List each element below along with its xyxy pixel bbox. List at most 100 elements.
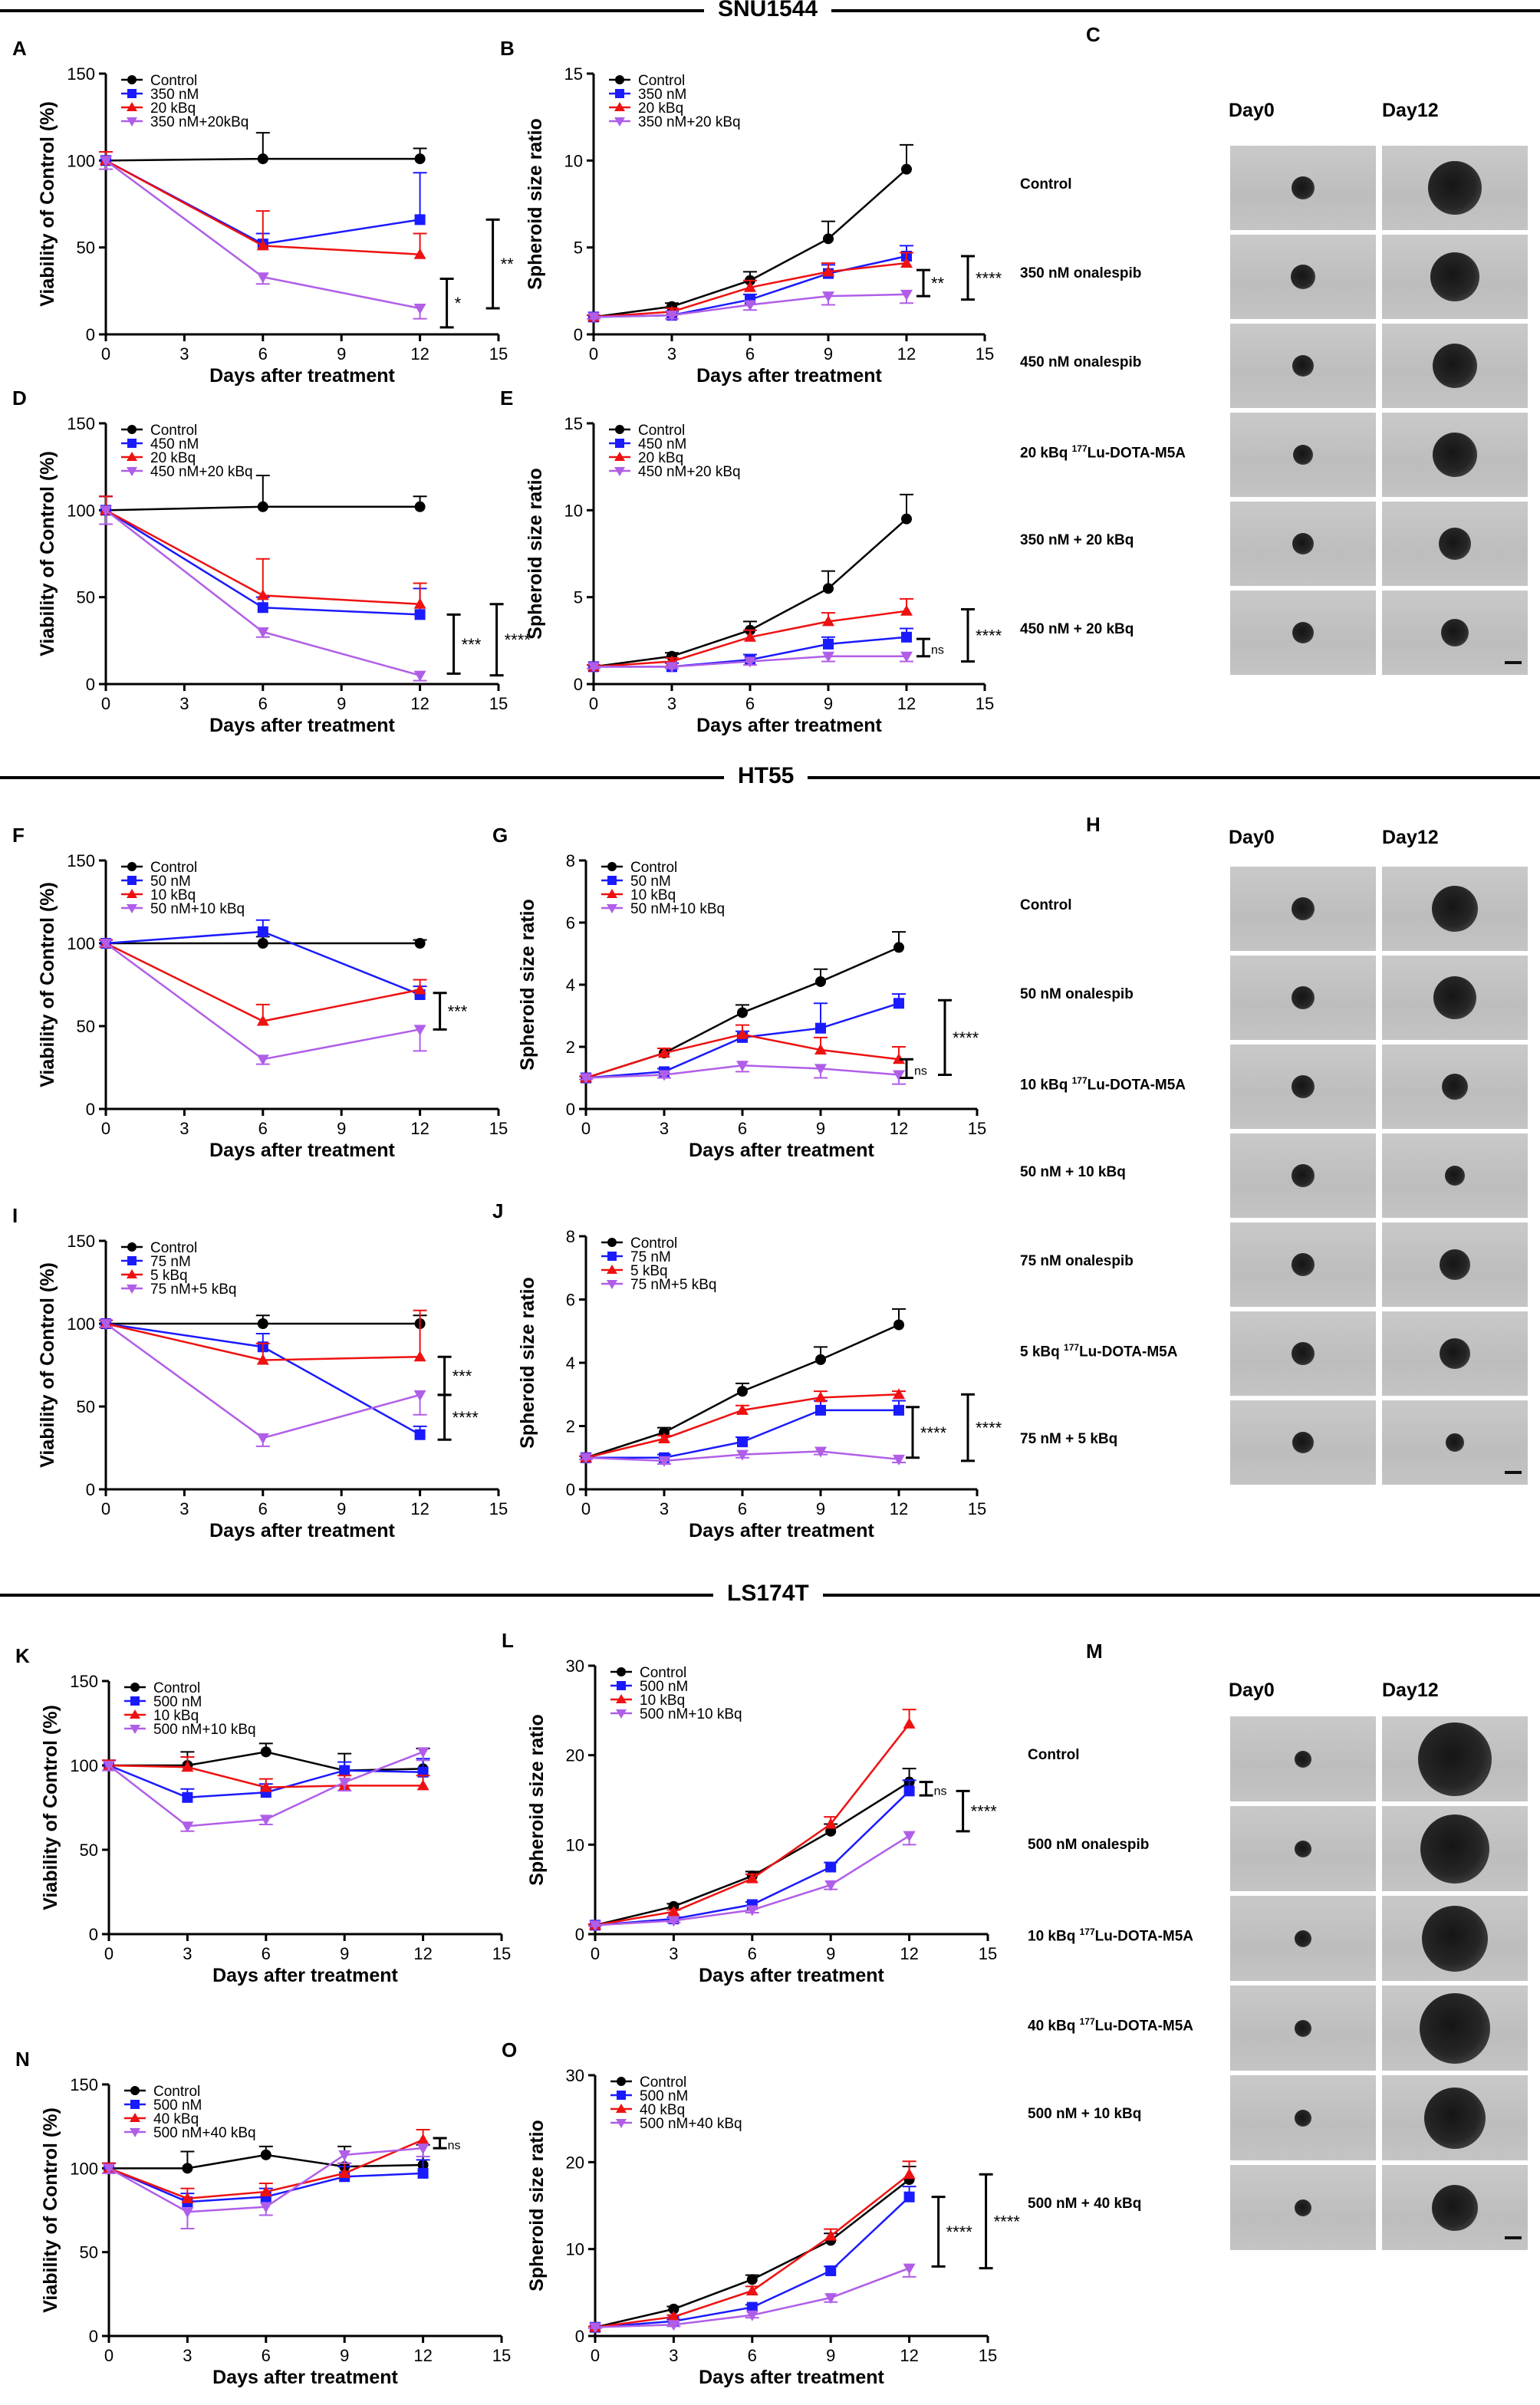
y-tick-label: 150 <box>67 1232 95 1251</box>
row-label: 50 nM + 10 kBq <box>1020 1164 1126 1181</box>
x-tick-label: 9 <box>337 344 346 364</box>
series-control <box>99 1314 427 1329</box>
significance-bracket: **** <box>961 1393 1002 1462</box>
series-combo <box>102 1747 430 1833</box>
row-label-text: 350 nM onalespib <box>1020 265 1142 281</box>
y-axis-label: Viability of Control (%) <box>40 2107 61 2313</box>
x-tick-label: 6 <box>745 344 755 364</box>
data-point <box>666 311 678 322</box>
spheroid <box>1295 1930 1311 1947</box>
data-point <box>825 1861 837 1873</box>
data-point <box>413 1351 426 1362</box>
legend-label: 50 nM+10 kBq <box>150 901 245 917</box>
section-title-ht: HT55 <box>724 762 808 790</box>
data-point <box>893 1388 905 1400</box>
significance-label: **** <box>994 2212 1021 2231</box>
spheroid <box>1292 1253 1315 1276</box>
data-point <box>666 662 678 673</box>
legend-label: Control <box>640 2074 686 2091</box>
data-point <box>745 2310 758 2321</box>
y-tick-label: 100 <box>67 501 95 520</box>
data-point <box>256 589 269 600</box>
significance-label: **** <box>946 2222 973 2242</box>
data-point <box>745 2285 758 2296</box>
data-point <box>903 2263 916 2275</box>
spheroid <box>1292 533 1314 554</box>
significance-label: ns <box>448 2140 461 2153</box>
x-tick-label: 6 <box>738 1499 747 1518</box>
data-point <box>413 248 426 259</box>
legend-label: 10 kBq <box>150 887 196 903</box>
y-tick-label: 10 <box>566 2240 584 2259</box>
spheroid <box>1428 161 1482 215</box>
row-label: 350 nM onalespib <box>1020 265 1141 282</box>
scale-bar <box>1505 2236 1522 2239</box>
y-tick-label: 0 <box>89 2327 98 2346</box>
y-tick-label: 6 <box>566 1291 575 1310</box>
data-point <box>746 2274 758 2285</box>
series-line <box>105 942 420 1061</box>
significance-label: **** <box>505 630 531 650</box>
spheroid <box>1433 344 1477 388</box>
isotope-superscript: 177 <box>1071 443 1088 454</box>
data-point <box>668 2303 680 2315</box>
data-point <box>815 1404 826 1416</box>
significance-label: *** <box>462 635 482 654</box>
y-tick-label: 100 <box>67 934 95 953</box>
spheroid <box>1420 1814 1489 1884</box>
column-label: Day12 <box>1382 827 1439 848</box>
data-point <box>893 1404 904 1416</box>
row-label-text: 40 kBq <box>1028 2018 1080 2035</box>
y-tick-label: 8 <box>566 851 575 870</box>
y-tick-label: 50 <box>77 1017 95 1036</box>
series-rad <box>579 1388 906 1462</box>
data-point <box>417 2167 429 2179</box>
data-point <box>737 1007 748 1018</box>
spheroid <box>1440 1338 1470 1369</box>
legend-label: 40 kBq <box>153 2111 199 2127</box>
y-tick-label: 150 <box>67 414 95 433</box>
y-axis-label: Spheroid size ratio <box>526 1714 548 1886</box>
series-line <box>594 1723 910 1926</box>
x-tick-label: 15 <box>968 1119 986 1138</box>
series-combo <box>587 289 913 324</box>
x-axis-label: Days after treatment <box>209 715 395 736</box>
x-axis-label: Days after treatment <box>209 1520 395 1541</box>
row-label-text: 75 nM onalespib <box>1020 1253 1134 1269</box>
row-label-text: 10 kBq <box>1020 1077 1072 1094</box>
data-point <box>260 2149 271 2160</box>
x-tick-label: 3 <box>660 1499 669 1518</box>
significance-bracket: **** <box>489 603 531 677</box>
row-label: 20 kBq 177Lu-DOTA-M5A <box>1020 443 1186 462</box>
row-label-text: 20 kBq <box>1020 445 1072 462</box>
row-label-rest: Lu-DOTA-M5A <box>1094 2018 1194 2035</box>
spheroid <box>1292 1164 1315 1187</box>
data-point <box>587 312 600 324</box>
isotope-superscript: 177 <box>1064 1342 1080 1353</box>
legend-label: Control <box>150 860 197 876</box>
x-tick-label: 9 <box>337 1119 346 1138</box>
panel-letter: A <box>12 37 27 60</box>
data-point <box>903 1785 915 1797</box>
x-axis-label: Days after treatment <box>212 2367 398 2388</box>
row-label-text: 5 kBq <box>1020 1344 1065 1360</box>
spheroid <box>1424 2087 1486 2149</box>
row-label: 450 nM onalespib <box>1020 354 1141 371</box>
data-point <box>893 1070 905 1081</box>
legend-label: Control <box>153 2084 200 2100</box>
significance-label: **** <box>953 1028 979 1048</box>
y-tick-label: 15 <box>564 64 583 84</box>
legend-label: 450 nM+20 kBq <box>150 464 253 480</box>
series-rad <box>102 1756 430 1792</box>
row-label: Control <box>1020 176 1072 193</box>
spheroid <box>1430 252 1479 301</box>
y-tick-label: 10 <box>564 151 583 170</box>
legend-label: Control <box>638 423 685 439</box>
data-point <box>658 1070 670 1081</box>
series-control <box>99 132 427 166</box>
y-tick-label: 50 <box>77 239 95 258</box>
legend-label: 10 kBq <box>630 887 676 903</box>
